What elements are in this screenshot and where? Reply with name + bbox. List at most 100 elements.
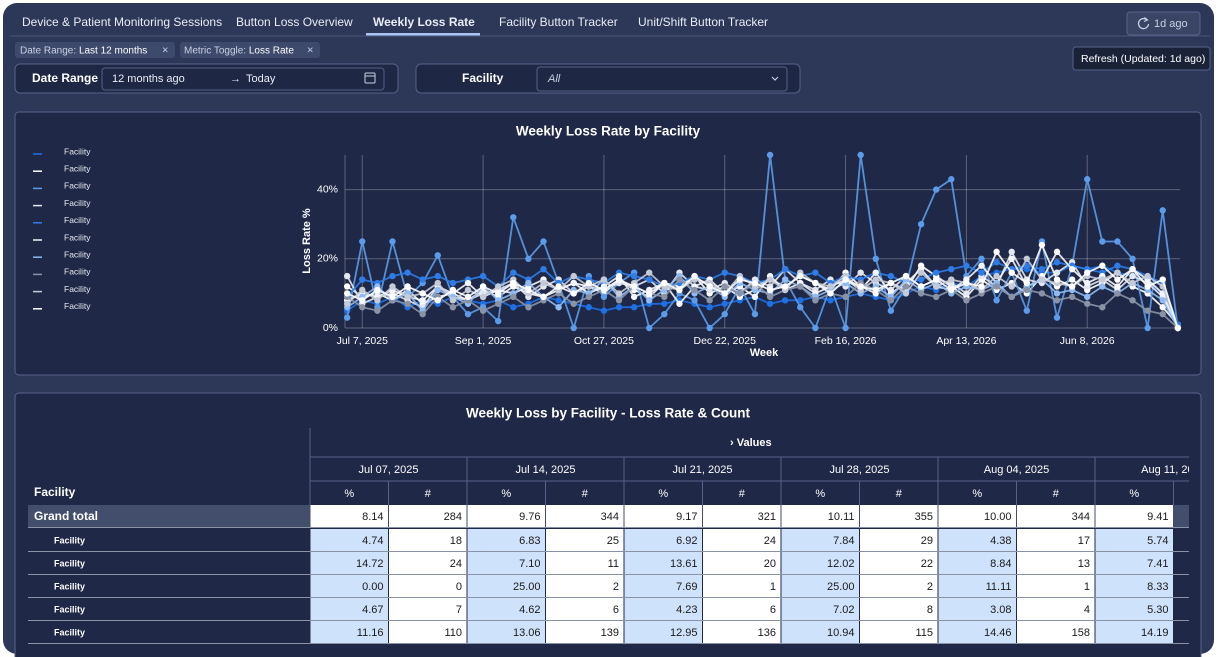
values-label: Values — [737, 437, 772, 449]
cell — [467, 621, 545, 643]
data-point — [797, 272, 804, 280]
cell — [546, 598, 624, 620]
cell — [389, 505, 467, 527]
data-point — [932, 269, 940, 276]
data-point — [615, 276, 623, 283]
cell — [1095, 505, 1173, 527]
data-point — [766, 276, 774, 283]
data-point — [1114, 283, 1121, 290]
cell — [546, 505, 624, 527]
plot: 0% 20% 40% Jul 7, 2025 Sep 1, 2025 Oct 27, 20… — [33, 146, 1182, 347]
row-label: Facility — [54, 604, 85, 614]
data-point — [479, 272, 487, 280]
data-point — [797, 283, 804, 290]
cell — [546, 575, 624, 597]
cell — [938, 552, 1016, 574]
data-point — [389, 238, 396, 245]
data-point — [494, 300, 502, 307]
tab[interactable]: Facility Button Tracker — [499, 15, 618, 29]
data-point — [434, 252, 441, 259]
legend-label: Facility — [64, 232, 91, 242]
data-point — [540, 279, 547, 287]
data-point — [1129, 265, 1136, 273]
data-point — [374, 286, 381, 294]
cell — [546, 529, 624, 551]
cell-value: 0 — [456, 581, 462, 593]
cell — [624, 575, 702, 597]
data-point — [600, 276, 608, 283]
data-point — [1144, 324, 1151, 332]
cell-value: 136 — [758, 627, 776, 639]
data-point — [1038, 290, 1046, 297]
date-input[interactable] — [101, 67, 385, 91]
data-point — [1114, 238, 1121, 245]
filters: Date Range 12 months ago → Today Facilit… — [14, 63, 801, 94]
cell-value: 25.00 — [513, 581, 541, 593]
data-point — [555, 283, 562, 290]
cell — [938, 598, 1016, 620]
data-point — [510, 214, 517, 221]
chart-title: Weekly Loss Rate by Facility — [516, 124, 701, 139]
cell-value: 14.72 — [356, 558, 384, 570]
data-point — [449, 297, 457, 304]
data-point — [434, 279, 441, 287]
cell — [781, 621, 859, 643]
data-point — [963, 297, 970, 304]
x-tick-label: Jul 7, 2025 — [337, 335, 389, 347]
cell-value: 7.02 — [833, 604, 854, 616]
cell-value: 24 — [450, 558, 462, 570]
cell-value: 10.00 — [984, 511, 1012, 523]
data-point — [1023, 262, 1031, 269]
tab[interactable]: Unit/Shift Button Tracker — [638, 15, 768, 29]
tab-bar: Device & Patient Monitoring Sessions But… — [10, 11, 1211, 71]
date-from: 12 months ago — [112, 73, 185, 85]
cell-value: 4 — [1084, 604, 1090, 616]
data-point — [887, 297, 895, 304]
cell — [389, 575, 467, 597]
x-tick-label: Oct 27, 2025 — [574, 335, 634, 347]
tab[interactable]: Button Loss Overview — [236, 15, 353, 29]
column-date: Aug 11, 2025 — [1141, 464, 1206, 476]
cell-value: 0.00 — [362, 581, 383, 593]
data-point — [404, 283, 411, 290]
data-point — [676, 276, 683, 283]
data-point — [993, 272, 1000, 280]
data-point — [1023, 279, 1031, 287]
cell-value: 4.62 — [519, 604, 540, 616]
row-label: Facility — [54, 627, 85, 637]
chip[interactable] — [15, 42, 175, 58]
data-point — [917, 269, 925, 276]
cell-value: 13.61 — [670, 558, 698, 570]
data-point — [902, 272, 910, 280]
cell-value: 13 — [1078, 558, 1090, 570]
refresh-icon-arrow — [1143, 17, 1149, 23]
row-label: Facility — [54, 535, 85, 545]
data-point — [751, 279, 759, 287]
chip[interactable] — [180, 42, 320, 58]
chip-label: Date Range: — [20, 45, 76, 56]
data-point — [661, 279, 668, 287]
data-point — [359, 286, 366, 294]
cell-value: 20 — [764, 558, 776, 570]
cell-value: 11.11 — [986, 581, 1012, 593]
cell-value: 6.83 — [519, 535, 540, 547]
data-point — [1068, 283, 1076, 290]
column-date: Jul 21, 2025 — [673, 464, 733, 476]
row-header: Facility — [34, 485, 76, 499]
chip-close[interactable]: × — [307, 44, 313, 56]
data-point — [359, 297, 366, 304]
chip-close[interactable]: × — [162, 44, 168, 56]
data-point — [525, 304, 532, 311]
data-point — [1129, 297, 1136, 304]
cell-value: 7.41 — [1147, 558, 1168, 570]
data-point — [857, 283, 864, 290]
data-point — [630, 293, 638, 301]
tab-active[interactable]: Weekly Loss Rate — [373, 15, 475, 29]
cell-value: 13.06 — [513, 627, 541, 639]
chip-value: Loss Rate — [249, 45, 294, 56]
tab[interactable]: Device & Patient Monitoring Sessions — [22, 15, 222, 29]
cell — [781, 505, 859, 527]
filter-label: Facility — [462, 71, 504, 85]
data-point — [1053, 248, 1061, 256]
facility-select[interactable] — [536, 66, 788, 92]
